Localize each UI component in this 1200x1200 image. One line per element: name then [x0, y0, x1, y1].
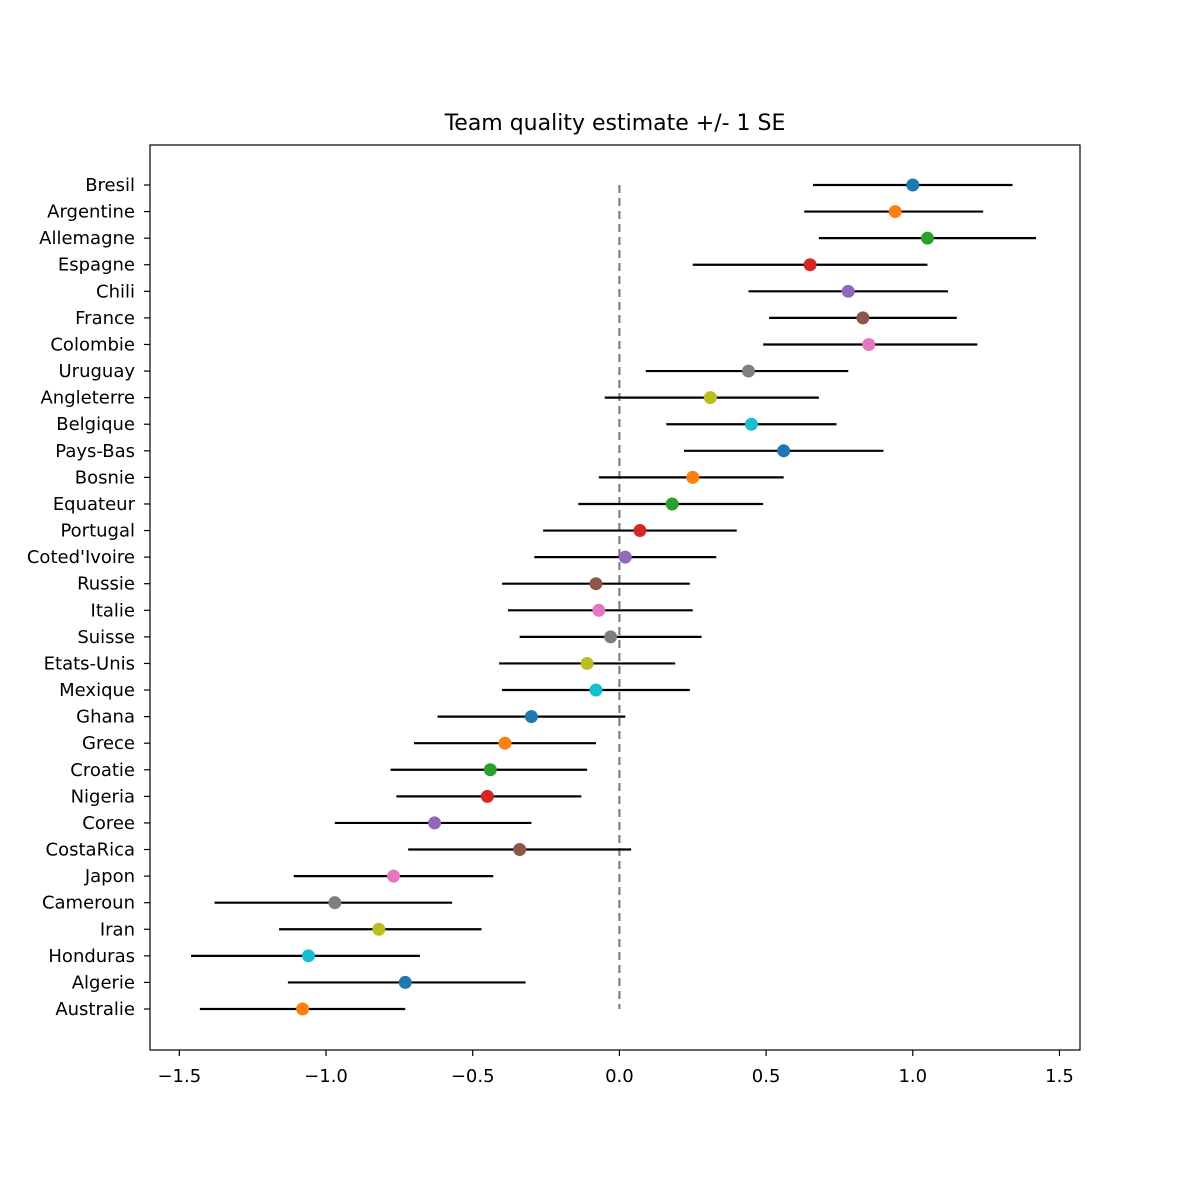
estimate-point — [856, 311, 870, 325]
estimate-point — [513, 843, 527, 857]
estimate-point — [703, 391, 717, 405]
estimate-point — [580, 656, 594, 670]
x-tick-label: −1.0 — [304, 1066, 348, 1087]
y-tick-label: Angleterre — [40, 388, 135, 409]
estimate-point — [888, 205, 902, 219]
y-tick-label: Equateur — [53, 494, 136, 515]
x-tick-label: −0.5 — [451, 1066, 495, 1087]
y-tick-label: Etats-Unis — [44, 653, 135, 674]
chart-title: Team quality estimate +/- 1 SE — [444, 111, 786, 136]
estimate-point — [841, 284, 855, 298]
estimate-point — [604, 630, 618, 644]
x-axis: −1.5 −1.0 −0.5 0.0 0.5 1.0 1.5 — [157, 1050, 1074, 1087]
estimate-point — [803, 258, 817, 272]
estimate-point — [741, 364, 755, 378]
y-tick-label: Bosnie — [75, 467, 135, 488]
estimate-point — [328, 896, 342, 910]
x-tick-label: 1.0 — [898, 1066, 927, 1087]
y-tick-label: Espagne — [58, 255, 135, 276]
y-tick-label: Portugal — [60, 521, 135, 542]
estimate-point — [524, 710, 538, 724]
estimate-point — [398, 975, 412, 989]
estimate-point — [589, 577, 603, 591]
y-tick-label: Colombie — [50, 334, 135, 355]
estimate-point — [920, 231, 934, 245]
estimate-point — [862, 337, 876, 351]
y-tick-label: Suisse — [77, 627, 135, 648]
estimate-point — [428, 816, 442, 830]
y-tick-label: Chili — [96, 281, 135, 302]
plot-frame — [149, 144, 1081, 1051]
y-tick-label: Iran — [100, 919, 135, 940]
estimate-point — [301, 949, 315, 963]
y-axis: Bresil Argentine Allemagne Espagne Chili Fran… — [27, 175, 150, 1020]
estimate-point — [480, 789, 494, 803]
y-tick-label: Pays-Bas — [55, 441, 135, 462]
y-tick-label: Australie — [55, 999, 135, 1020]
y-tick-label: Cameroun — [42, 893, 135, 914]
y-tick-label: Grece — [82, 733, 135, 754]
estimate-point — [686, 470, 700, 484]
y-tick-label: Bresil — [85, 175, 135, 196]
y-tick-label: Croatie — [70, 760, 135, 781]
y-tick-label: Allemagne — [39, 228, 135, 249]
estimate-point — [906, 178, 920, 192]
x-tick-label: 1.5 — [1045, 1066, 1074, 1087]
estimate-point — [777, 444, 791, 458]
estimate-point — [483, 763, 497, 777]
y-tick-label: Japon — [84, 866, 135, 887]
y-tick-label: Argentine — [47, 202, 135, 223]
x-tick-label: 0.0 — [605, 1066, 634, 1087]
x-tick-label: −1.5 — [157, 1066, 201, 1087]
estimate-point — [665, 497, 679, 511]
estimate-point — [387, 869, 401, 883]
y-tick-label: CostaRica — [46, 840, 135, 861]
estimate-point — [618, 550, 632, 564]
y-tick-label: Coted'Ivoire — [27, 547, 135, 568]
estimate-point — [744, 417, 758, 431]
y-tick-label: Coree — [82, 813, 135, 834]
estimate-point — [498, 736, 512, 750]
y-tick-label: Uruguay — [59, 361, 136, 382]
y-tick-label: Russie — [77, 574, 135, 595]
y-tick-label: Ghana — [76, 707, 135, 728]
y-tick-label: Mexique — [59, 680, 135, 701]
y-tick-label: Nigeria — [71, 786, 135, 807]
estimate-point — [589, 683, 603, 697]
estimate-point — [592, 603, 606, 617]
y-tick-label: Belgique — [56, 414, 135, 435]
estimate-point — [633, 524, 647, 538]
y-tick-label: Honduras — [48, 946, 135, 967]
estimate-point — [296, 1002, 310, 1016]
y-tick-label: Italie — [91, 600, 135, 621]
estimate-point — [372, 922, 386, 936]
y-tick-label: France — [75, 308, 135, 329]
x-tick-label: 0.5 — [752, 1066, 781, 1087]
y-tick-label: Algerie — [72, 972, 135, 993]
plot-marks — [191, 178, 1036, 1016]
